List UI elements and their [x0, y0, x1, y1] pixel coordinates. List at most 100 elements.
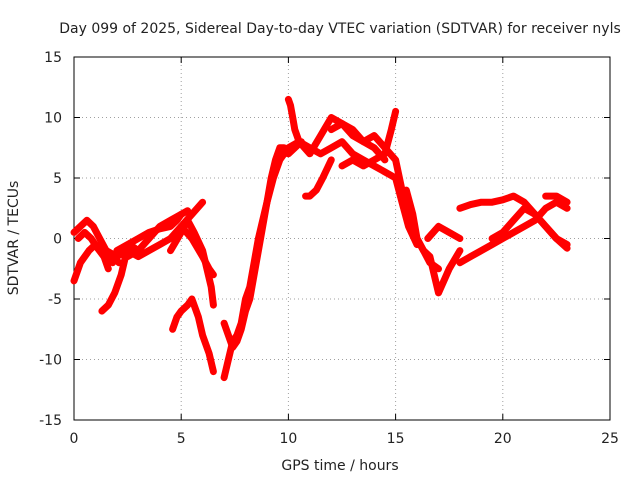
data-point-marker [405, 223, 412, 230]
data-point-marker [265, 195, 272, 202]
data-point-marker [453, 253, 460, 260]
data-point-marker [201, 338, 208, 345]
data-point-marker [407, 203, 414, 210]
data-point-marker [403, 187, 410, 194]
data-point-marker [190, 238, 197, 245]
data-point-marker [393, 179, 400, 186]
data-point-marker [117, 274, 124, 281]
data-point-marker [72, 274, 79, 281]
data-point-marker [399, 199, 406, 206]
data-point-marker [105, 265, 112, 272]
data-point-marker [192, 305, 199, 312]
x-axis-label: GPS time / hours [281, 458, 398, 474]
data-point-marker [425, 252, 432, 259]
data-point-marker [71, 277, 77, 284]
data-point-marker [313, 138, 320, 145]
data-point-marker [167, 247, 174, 254]
data-point-marker [89, 222, 96, 229]
data-point-marker [397, 195, 404, 202]
series-track-20 [424, 222, 464, 242]
data-point-marker [171, 241, 178, 248]
data-point-marker [269, 179, 276, 186]
data-point-marker [404, 219, 411, 226]
data-point-marker [325, 162, 332, 169]
data-point-marker [188, 235, 195, 242]
x-tick-label: 20 [494, 431, 512, 447]
data-point-marker [408, 207, 415, 214]
data-point-marker [75, 265, 82, 272]
data-point-marker [271, 171, 278, 178]
data-point-marker [440, 277, 447, 284]
y-tick-label: 0 [53, 232, 62, 248]
series-band [169, 295, 217, 376]
data-point-marker [274, 162, 281, 169]
data-point-marker [328, 156, 335, 163]
data-point-marker [564, 199, 571, 206]
series-track-19 [402, 186, 464, 297]
data-point-marker [266, 191, 273, 198]
data-point-marker [200, 335, 207, 342]
data-point-marker [446, 265, 453, 272]
data-point-marker [210, 302, 217, 309]
data-point-marker [402, 211, 409, 218]
data-point-marker [263, 199, 270, 206]
x-axis: 0 5 10 15 20 25 [70, 57, 619, 447]
data-point-marker [321, 126, 328, 133]
y-tick-label: -5 [48, 292, 62, 308]
data-point-marker [393, 161, 400, 168]
data-point-marker [270, 175, 277, 181]
y-tick-label: 15 [44, 50, 62, 66]
data-point-marker [455, 250, 462, 257]
data-point-marker [114, 280, 121, 287]
data-point-marker [197, 250, 204, 257]
data-point-marker [74, 268, 81, 275]
data-point-marker [395, 187, 402, 194]
series-track-12 [220, 144, 292, 351]
x-tick-label: 0 [70, 431, 79, 447]
data-point-marker [273, 165, 280, 172]
y-tick-label: 10 [44, 111, 62, 127]
data-point-marker [456, 247, 463, 254]
data-point-marker [199, 199, 206, 206]
data-point-marker [196, 247, 203, 254]
data-point-marker [191, 229, 198, 236]
data-point-marker [326, 159, 333, 166]
data-point-marker [189, 299, 196, 306]
data-point-marker [199, 332, 206, 339]
data-point-marker [381, 156, 388, 163]
data-point-marker [451, 256, 458, 263]
data-point-marker [404, 191, 411, 198]
data-point-marker [272, 168, 279, 175]
data-point-marker [188, 296, 195, 302]
data-point-marker [564, 205, 571, 212]
data-point-marker [210, 368, 217, 375]
series-track-03 [74, 228, 112, 273]
data-point-marker [203, 344, 210, 351]
data-point-marker [113, 283, 120, 290]
data-point-marker [312, 188, 319, 195]
data-point-marker [169, 244, 176, 251]
series-track-23 [488, 204, 571, 249]
grid [74, 57, 610, 420]
data-point-marker [73, 271, 80, 278]
data-point-marker [275, 159, 282, 166]
data-point-marker [202, 341, 209, 348]
x-tick-label: 15 [387, 431, 405, 447]
data-point-marker [326, 117, 333, 124]
data-point-marker [194, 311, 201, 318]
data-point-marker [192, 241, 199, 248]
data-point-marker [392, 175, 399, 181]
data-point-marker [403, 215, 410, 222]
series-track-24 [542, 192, 571, 206]
data-point-marker [385, 138, 392, 145]
series-track-18 [338, 107, 400, 170]
data-point-marker [401, 207, 408, 214]
data-point-marker [447, 262, 454, 269]
data-point-marker [322, 123, 329, 130]
data-point-marker [444, 269, 451, 276]
data-point-marker [396, 191, 403, 198]
data-point-marker [111, 289, 118, 296]
data-point-marker [442, 273, 449, 280]
series-track-10 [169, 295, 217, 376]
